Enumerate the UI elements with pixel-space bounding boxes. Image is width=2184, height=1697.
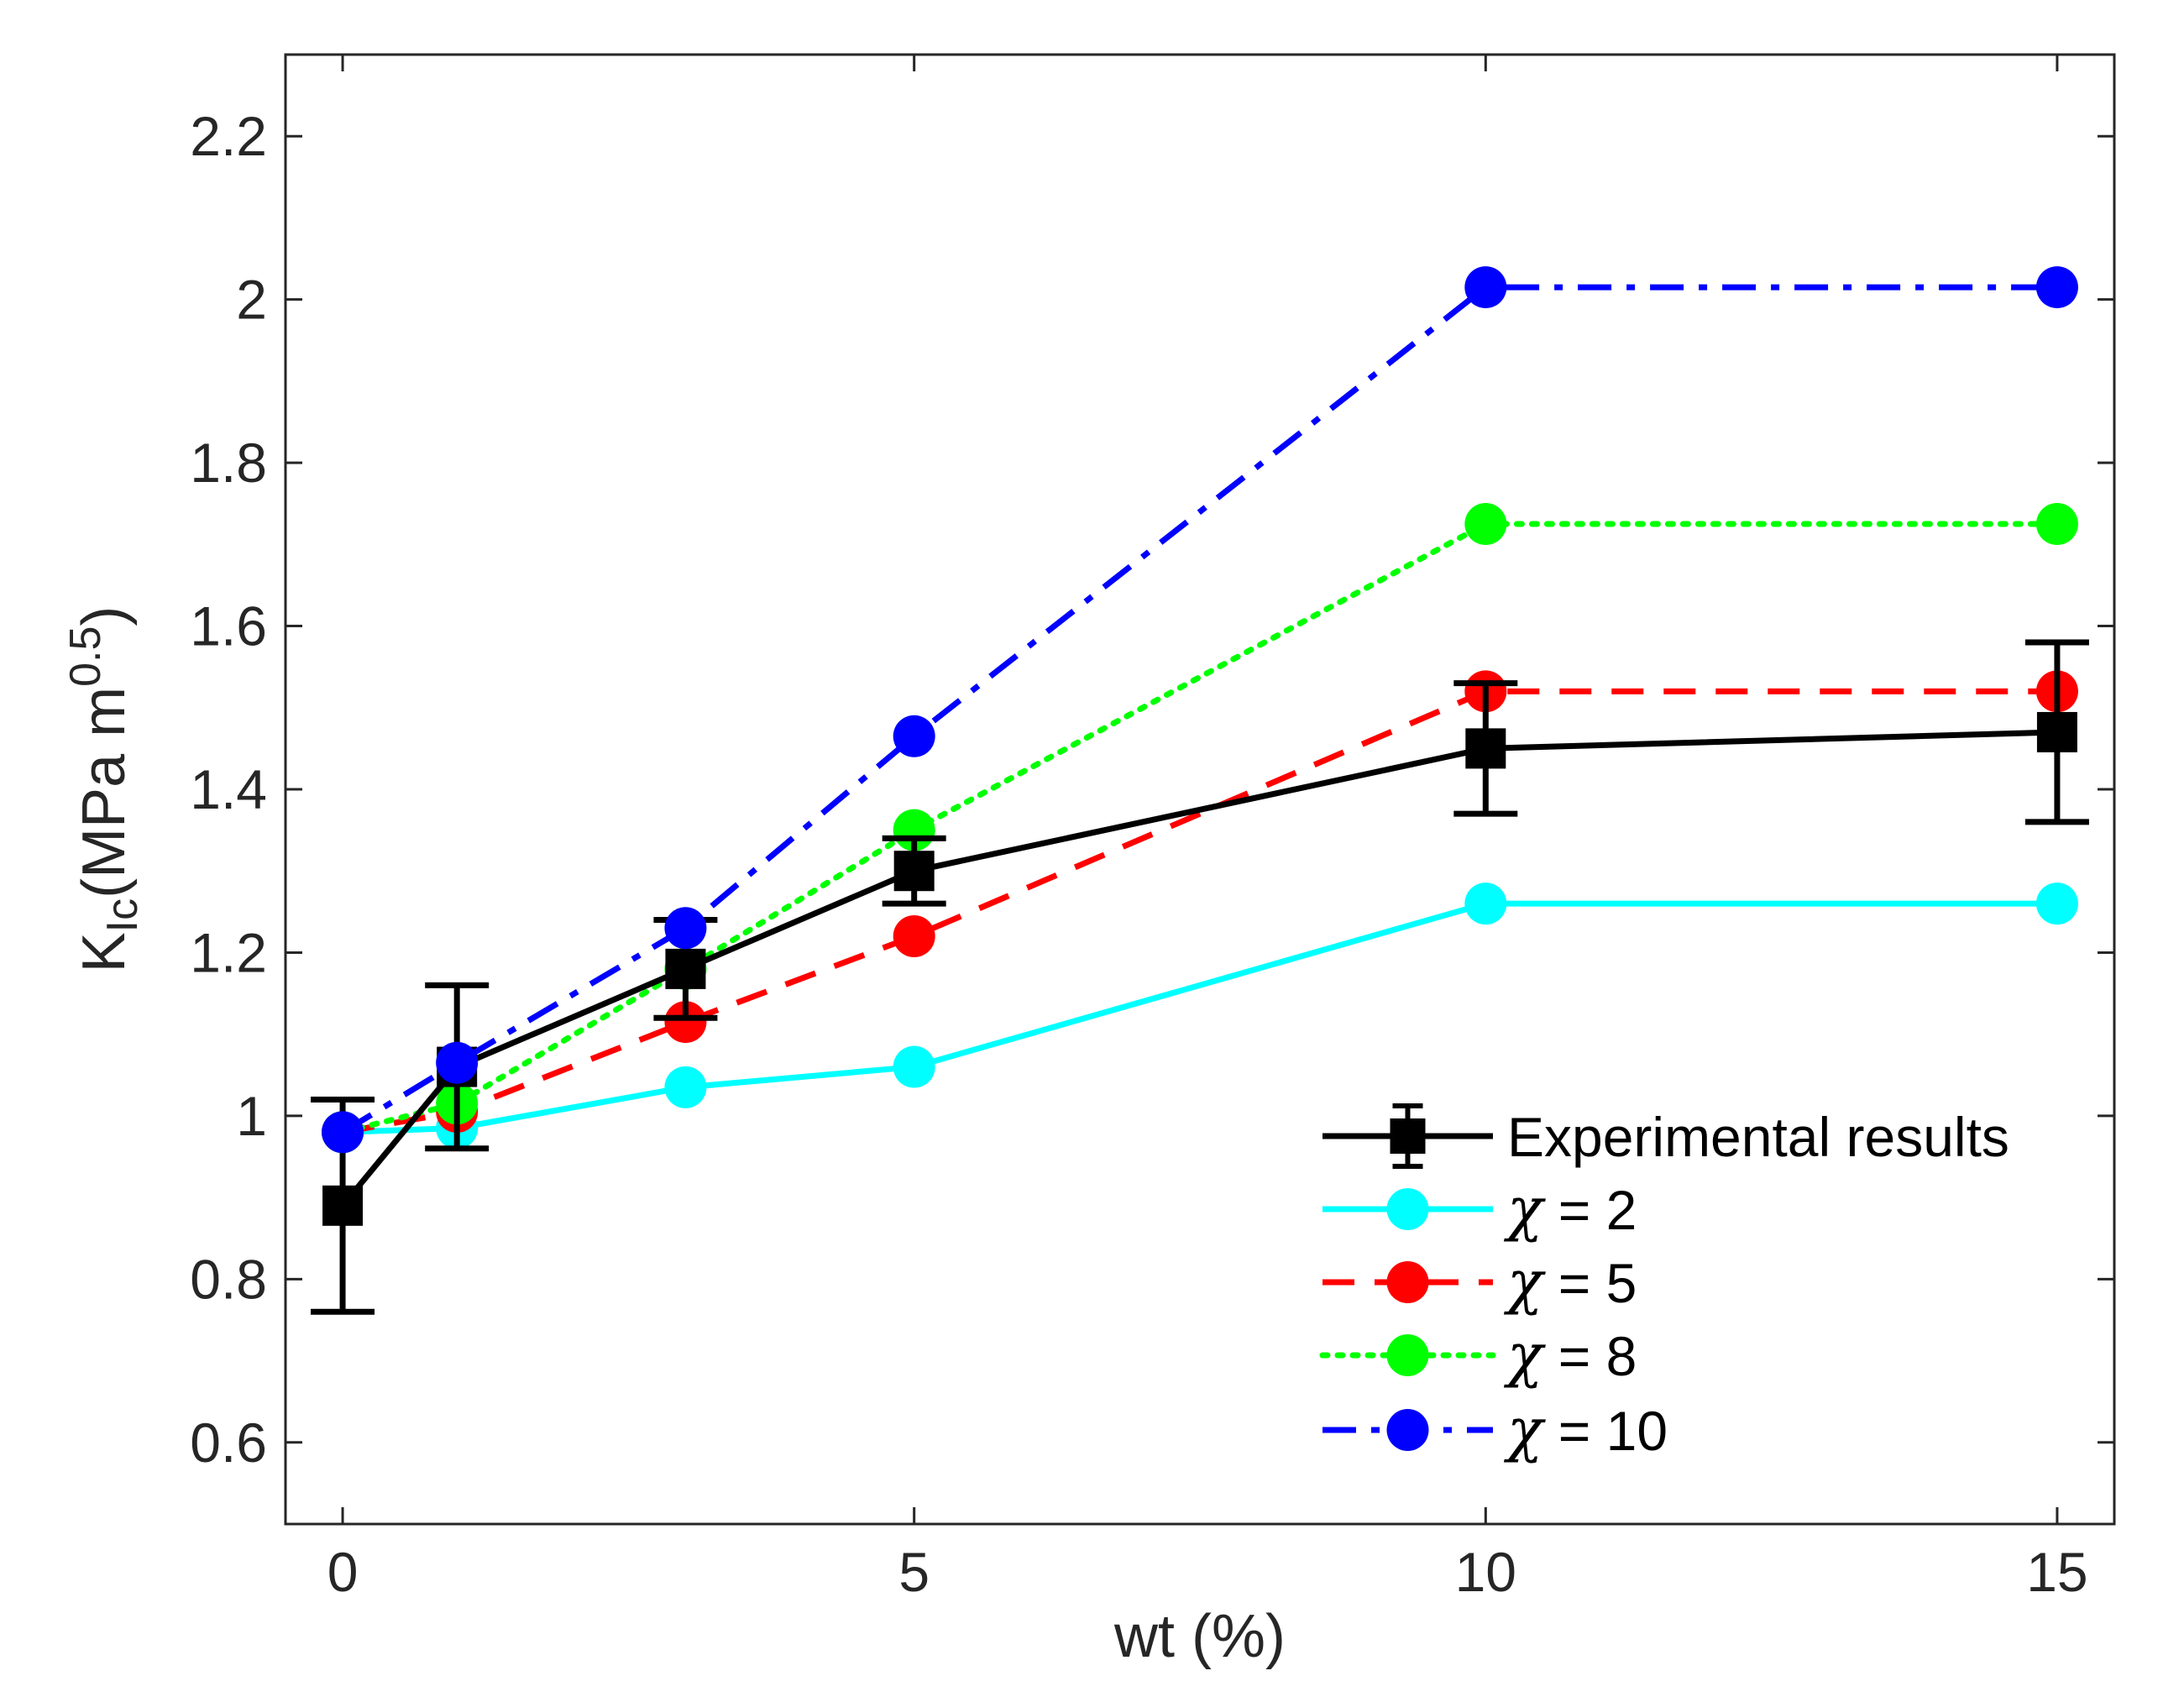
axes: 0 5 10 15 0.6 0.8 1 1.2 1.4 1.6 1.8 2 2.2 wt (%) KIc(M…	[61, 55, 2114, 1670]
x-tick-label: 10	[1455, 1541, 1516, 1603]
x-tick-label: 0	[327, 1541, 359, 1603]
plot-frame	[284, 53, 2116, 1526]
data-point-circle	[322, 1111, 364, 1154]
legend-label-text: = 5	[1542, 1252, 1637, 1314]
y-axis-title-main: K	[71, 932, 138, 972]
legend-item-2: χ = 5	[1322, 1248, 1637, 1317]
legend-item-4: χ = 10	[1322, 1396, 1668, 1464]
legend-marker-circle	[1386, 1188, 1429, 1230]
y-tick-label: 2	[236, 269, 267, 331]
data-point-square	[2036, 711, 2077, 752]
series-line	[342, 688, 2057, 1135]
legend-label-symbol: χ	[1503, 1321, 1546, 1390]
legend-label: χ = 2	[1503, 1175, 1637, 1244]
y-tick-label: 2.2	[190, 105, 267, 167]
data-point-circle	[1464, 883, 1507, 925]
series-line	[340, 729, 2058, 1208]
data-point-circle	[1464, 266, 1507, 309]
data-point-circle	[664, 1001, 707, 1044]
legend-label: χ = 8	[1503, 1321, 1637, 1390]
legend-label-symbol: χ	[1503, 1248, 1546, 1317]
data-point-circle	[2035, 883, 2078, 925]
y-tick-label: 0.8	[190, 1248, 267, 1310]
y-axis-title-superscript: 0.5	[61, 626, 110, 687]
legend-label-text: = 8	[1542, 1325, 1637, 1387]
data-point-circle	[893, 715, 935, 757]
data-point-circle	[893, 915, 935, 957]
data-point-circle	[1464, 503, 1507, 546]
data-point-circle	[664, 907, 707, 950]
legend-label-text: = 10	[1542, 1400, 1668, 1462]
y-tick-label: 0.6	[190, 1412, 267, 1474]
y-tick-label: 1	[236, 1085, 267, 1147]
series-4	[322, 266, 2078, 1154]
y-axis-title-unit-close: )	[71, 606, 138, 626]
data-point-circle	[436, 1041, 479, 1084]
data-point-square	[322, 1185, 364, 1226]
data-point-square	[1465, 728, 1506, 769]
y-tick-label: 1.6	[190, 595, 267, 657]
y-tick-label: 1.2	[190, 921, 267, 983]
data-point-circle	[664, 1066, 707, 1108]
legend-label-symbol: χ	[1503, 1175, 1546, 1244]
legend-label-symbol: χ	[1503, 1396, 1546, 1464]
data-point-square	[893, 851, 935, 892]
legend-item-3: χ = 8	[1319, 1321, 1637, 1390]
plot-area	[311, 266, 2089, 1315]
legend-marker-circle	[1386, 1409, 1429, 1451]
legend-item-0: Experimental results	[1322, 1103, 2009, 1169]
x-axis-title: wt (%)	[1113, 1603, 1286, 1670]
x-tick-label: 15	[2026, 1541, 2087, 1603]
legend-label-text: Experimental results	[1507, 1106, 2009, 1168]
legend-item-1: χ = 2	[1322, 1175, 1637, 1244]
legend-label-text: = 2	[1542, 1179, 1637, 1241]
x-tick-label: 5	[898, 1541, 930, 1603]
y-axis-title-subscript: Ic	[98, 898, 147, 932]
legend-label: χ = 5	[1503, 1248, 1637, 1317]
data-point-circle	[2035, 503, 2078, 546]
data-point-square	[665, 948, 706, 989]
data-point-circle	[2035, 266, 2078, 309]
y-tick-label: 1.4	[190, 758, 267, 820]
data-point-circle	[893, 1045, 935, 1088]
legend-label: χ = 10	[1503, 1396, 1668, 1464]
y-tick-label: 1.8	[190, 432, 267, 494]
y-axis-title: KIc(MPa m0.5)	[61, 606, 147, 973]
legend-marker-square	[1390, 1118, 1426, 1154]
legend-label: Experimental results	[1507, 1106, 2009, 1168]
legend-marker-circle	[1386, 1261, 1429, 1303]
series-line	[341, 284, 2057, 1135]
legend-marker-circle	[1386, 1334, 1429, 1376]
y-axis-title-unit: (MPa m	[71, 687, 138, 898]
